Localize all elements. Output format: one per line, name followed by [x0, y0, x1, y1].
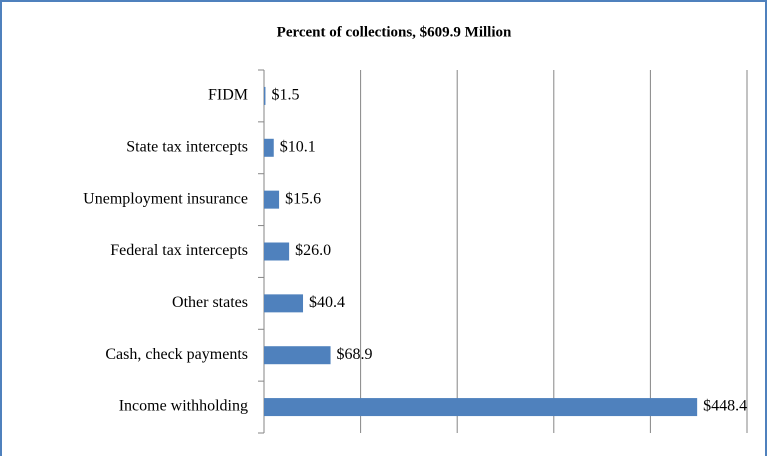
bar [264, 294, 304, 313]
bar [264, 190, 280, 209]
data-label: $26.0 [295, 242, 331, 259]
y-tick-label: Other states [172, 294, 248, 311]
y-tick-label: State tax intercepts [126, 138, 248, 155]
data-label: $15.6 [285, 190, 321, 207]
data-label: $1.5 [271, 87, 299, 104]
data-label: $448.4 [703, 398, 747, 415]
data-label: $68.9 [337, 346, 373, 363]
bar [264, 242, 290, 261]
chart-title: Percent of collections, $609.9 Million [277, 24, 512, 40]
bar [264, 346, 331, 365]
data-label: $40.4 [309, 294, 345, 311]
y-tick-label: FIDM [208, 87, 248, 104]
y-tick-label: Unemployment insurance [83, 190, 248, 207]
y-tick-label: Federal tax intercepts [110, 242, 248, 259]
bar [264, 398, 698, 417]
y-tick-label: Cash, check payments [105, 346, 248, 363]
bar [264, 138, 274, 157]
y-tick-label: Income withholding [119, 398, 248, 415]
bar [264, 86, 266, 105]
data-label: $10.1 [280, 138, 316, 155]
